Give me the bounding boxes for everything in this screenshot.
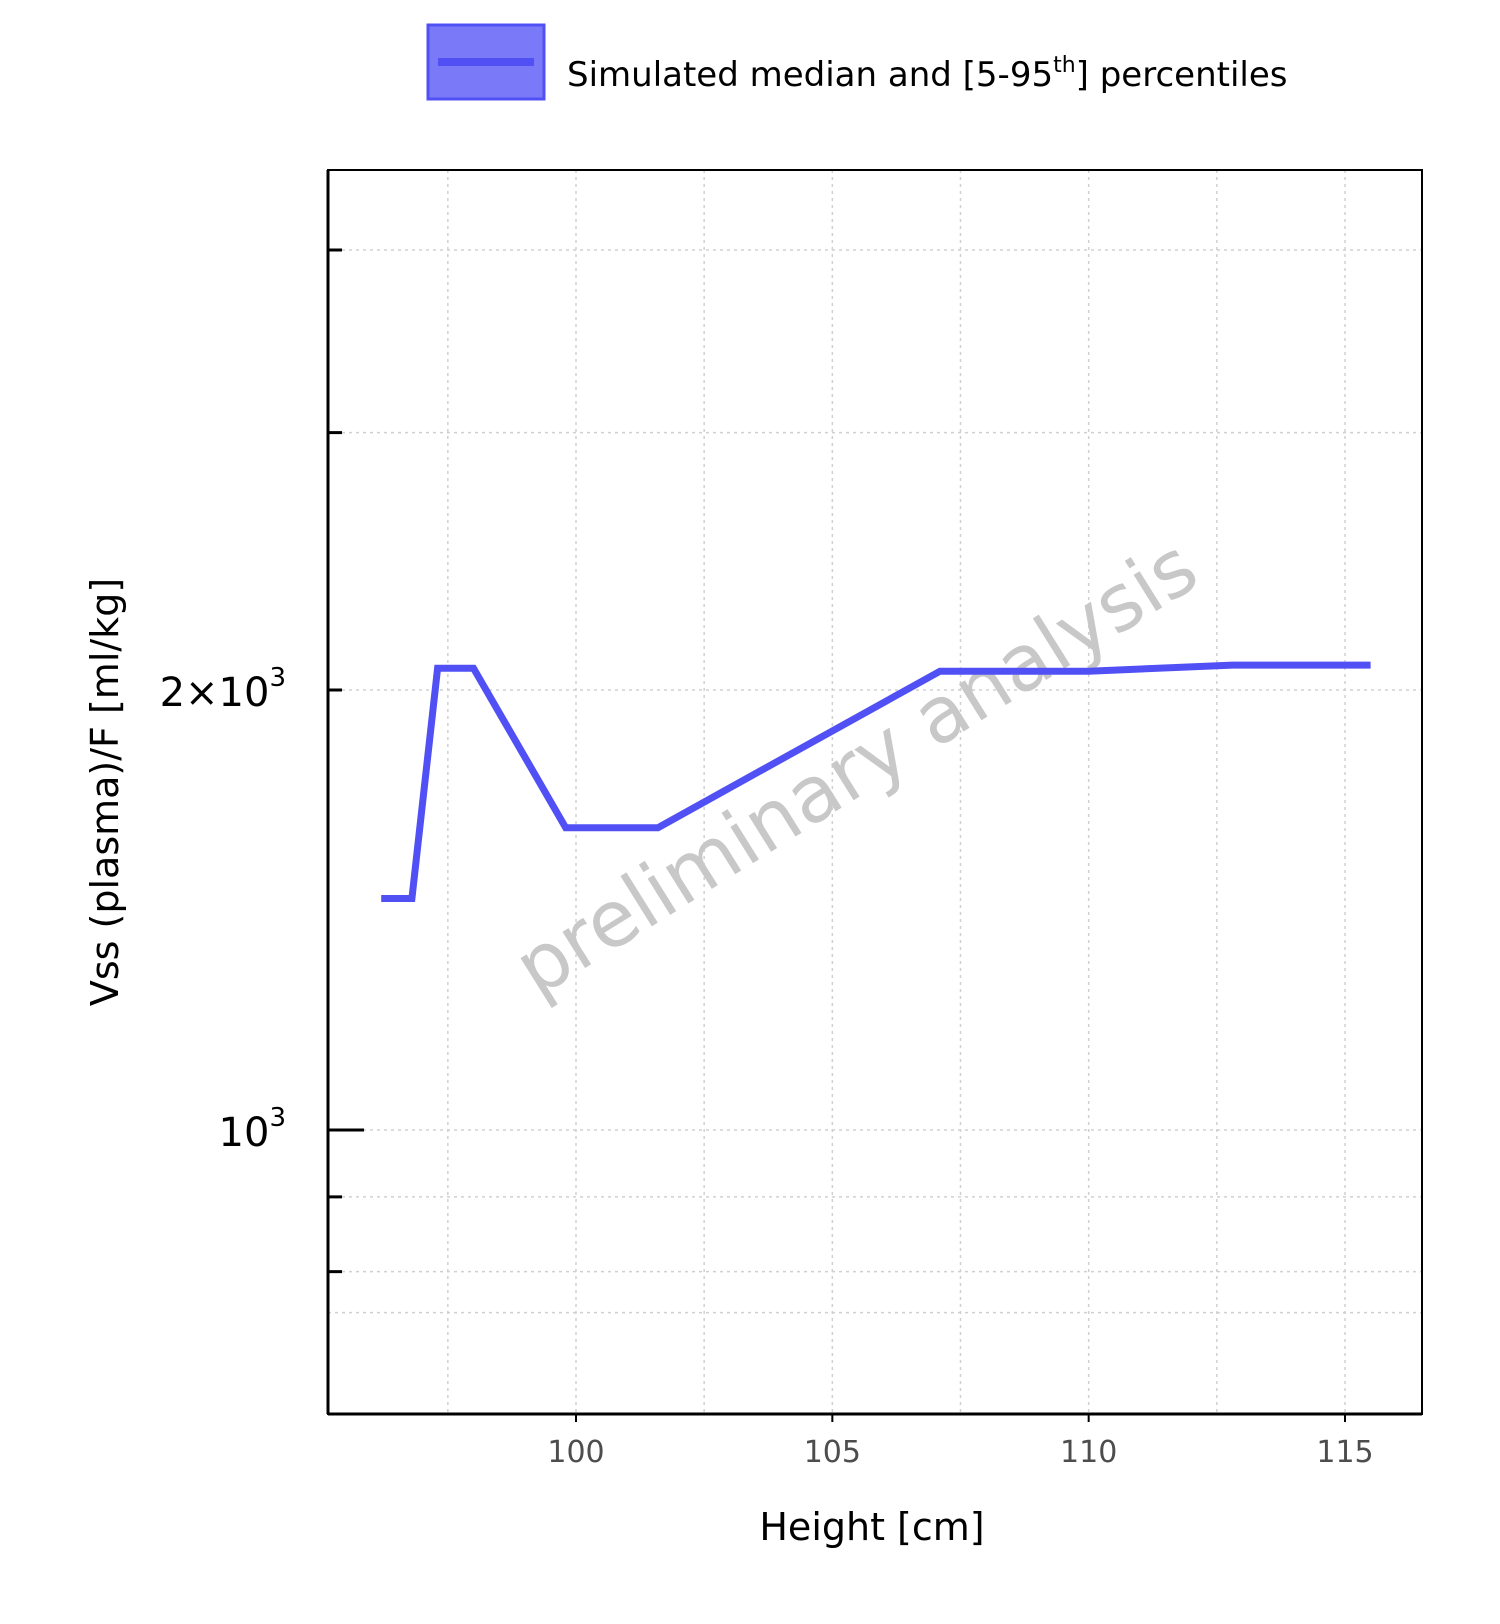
watermark: preliminary analysis <box>500 522 1213 1014</box>
y-axis-title: Vss (plasma)/F [ml/kg] <box>83 578 127 1006</box>
watermark-text: preliminary analysis <box>500 522 1213 1014</box>
x-tick-label: 100 <box>547 1435 604 1470</box>
grid-lines <box>328 170 1422 1414</box>
legend: Simulated median and [5-95th] percentile… <box>426 23 1287 101</box>
series-line <box>381 661 1371 902</box>
x-tick-label: 105 <box>804 1435 861 1470</box>
axes <box>326 169 1423 1416</box>
legend-label-end: ] percentiles <box>1076 55 1288 95</box>
legend-label-main: Simulated median and [5-95 <box>567 55 1053 95</box>
x-tick-label: 110 <box>1060 1435 1117 1470</box>
y-tick-label: 2×103 <box>160 663 286 716</box>
y-ticks: 103 2×103 <box>160 248 364 1274</box>
legend-label: Simulated median and [5-95th] percentile… <box>567 53 1287 95</box>
x-axis-title: Height [cm] <box>759 1505 984 1549</box>
legend-label-sup: th <box>1053 53 1076 78</box>
x-ticks: 100 105 110 115 <box>547 1414 1374 1470</box>
series-lines <box>381 661 1371 902</box>
y-tick-label: 103 <box>219 1103 286 1156</box>
x-tick-label: 115 <box>1316 1435 1373 1470</box>
